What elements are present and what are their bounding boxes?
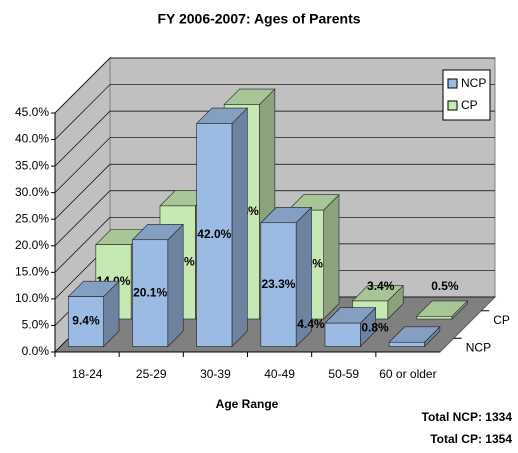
value-label: 20.1%: [133, 285, 167, 299]
bar-front: [416, 316, 453, 320]
value-label: 23.3%: [261, 277, 295, 291]
bar-side: [231, 107, 248, 348]
bar-front: [324, 322, 361, 347]
value-label: 0.5%: [431, 279, 459, 293]
y-tick-label: 45.0%: [15, 105, 49, 119]
bar-front: [388, 341, 425, 347]
value-label: 0.8%: [361, 321, 389, 335]
bar: [67, 280, 120, 348]
bar-side: [167, 223, 184, 348]
bar-front: [260, 222, 297, 347]
bar-side: [323, 193, 340, 320]
y-tick-label: 5.0%: [22, 318, 50, 332]
annotation: Total NCP: 1334: [422, 410, 513, 424]
legend-swatch: [447, 78, 458, 89]
depth-label: NCP: [466, 340, 491, 354]
y-tick-label: 25.0%: [15, 211, 49, 225]
grid-line: [54, 84, 495, 140]
x-tick-label: 25-29: [136, 367, 167, 381]
bar: [131, 223, 184, 348]
x-tick-label: 40-49: [264, 367, 295, 381]
bar: [260, 206, 313, 348]
grid-line: [54, 57, 495, 114]
y-tick-label: 10.0%: [15, 291, 49, 305]
grid-line: [54, 137, 495, 193]
bar: [195, 107, 249, 348]
bar: [415, 300, 469, 320]
y-tick-label: 0.0%: [22, 344, 50, 358]
legend-box: [442, 69, 491, 121]
legend-label: NCP: [461, 76, 486, 90]
value-label: 4.4%: [297, 317, 325, 331]
grid-line: [54, 163, 495, 220]
chart-title: FY 2006-2007: Ages of Parents: [157, 11, 360, 27]
legend-swatch: [447, 100, 458, 111]
bar: [388, 326, 441, 348]
x-tick-label: 30-39: [200, 367, 231, 381]
grid-line: [54, 190, 495, 247]
depth-label: CP: [493, 313, 510, 327]
grid-line: [54, 110, 495, 167]
x-tick-label: 50-59: [328, 367, 359, 381]
y-tick-label: 20.0%: [15, 238, 49, 252]
y-tick-label: 35.0%: [15, 158, 49, 172]
value-label: 42.0%: [197, 227, 231, 241]
x-axis-label: Age Range: [216, 397, 279, 411]
y-tick-label: 30.0%: [15, 185, 49, 199]
value-label: 9.4%: [72, 314, 100, 328]
grid-line: [54, 216, 495, 273]
annotation: Total CP: 1354: [430, 432, 512, 446]
value-label: 3.4%: [367, 279, 395, 293]
x-tick-label: 60 or older: [379, 367, 436, 381]
y-tick-label: 15.0%: [15, 265, 49, 279]
bar: [324, 307, 377, 348]
bar-front: [196, 123, 233, 347]
bar-front: [132, 239, 169, 347]
bar-front: [68, 296, 104, 347]
x-tick-label: 18-24: [72, 367, 103, 381]
legend-label: CP: [461, 98, 478, 112]
y-tick-label: 40.0%: [15, 132, 49, 146]
